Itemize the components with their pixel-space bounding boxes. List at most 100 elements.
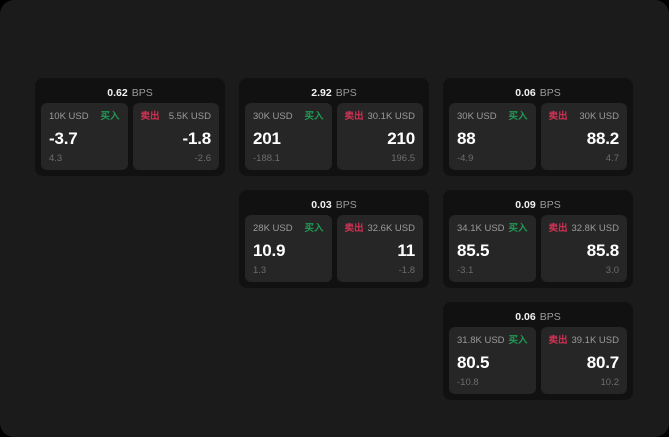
buy-action-label[interactable]: 买入: [304, 223, 324, 235]
quote-column-3: 0.06 BPS 30K USD 买入 88 -4.9 卖出: [443, 78, 633, 400]
sell-delta: 4.7: [605, 152, 619, 164]
bps-value: 0.06: [515, 87, 536, 100]
sell-side-panel[interactable]: 卖出 5.5K USD -1.8 -2.6: [132, 103, 219, 170]
bps-unit-label: BPS: [131, 87, 153, 100]
card-body: 28K USD 买入 10.9 1.3 卖出 32.6K USD 11 -1.8: [245, 215, 423, 282]
sell-side-panel[interactable]: 卖出 30K USD 88.2 4.7: [540, 103, 627, 170]
sell-price: 80.7: [586, 352, 619, 372]
sell-price: 85.8: [586, 240, 619, 260]
sell-action-label[interactable]: 卖出: [140, 111, 160, 123]
bps-value: 2.92: [311, 87, 332, 100]
buy-delta: 1.3: [253, 264, 267, 276]
sell-side-header: 卖出 39.1K USD: [549, 335, 620, 347]
card-body: 10K USD 买入 -3.7 4.3 卖出 5.5K USD -1.8 -2.…: [41, 103, 219, 170]
bps-value: 0.03: [311, 199, 332, 212]
sell-delta: 10.2: [600, 376, 620, 388]
buy-side-header: 10K USD 买入: [49, 111, 120, 123]
card-header: 0.06 BPS: [449, 308, 627, 327]
bps-unit-label: BPS: [335, 199, 357, 212]
quote-column-2: 2.92 BPS 30K USD 买入 201 -188.1 卖出: [239, 78, 429, 288]
quote-card[interactable]: 0.62 BPS 10K USD 买入 -3.7 4.3 卖出: [35, 78, 225, 176]
buy-action-label[interactable]: 买入: [508, 223, 528, 235]
sell-size-label: 5.5K USD: [168, 111, 211, 123]
sell-price: 210: [387, 128, 415, 148]
sell-side-header: 卖出 32.6K USD: [345, 223, 416, 235]
sell-price: 11: [397, 240, 415, 260]
buy-size-label: 30K USD: [457, 111, 497, 123]
buy-action-label[interactable]: 买入: [508, 111, 528, 123]
buy-side-panel[interactable]: 30K USD 买入 88 -4.9: [449, 103, 536, 170]
quote-card[interactable]: 2.92 BPS 30K USD 买入 201 -188.1 卖出: [239, 78, 429, 176]
quote-card-board: 0.62 BPS 10K USD 买入 -3.7 4.3 卖出: [35, 78, 634, 400]
sell-side-panel[interactable]: 卖出 30.1K USD 210 196.5: [336, 103, 423, 170]
buy-delta: -3.1: [457, 264, 474, 276]
buy-delta: -188.1: [253, 152, 280, 164]
buy-delta: -10.8: [457, 376, 479, 388]
buy-action-label[interactable]: 买入: [100, 111, 120, 123]
quote-card[interactable]: 0.06 BPS 30K USD 买入 88 -4.9 卖出: [443, 78, 633, 176]
buy-size-label: 28K USD: [253, 223, 293, 235]
sell-side-header: 卖出 5.5K USD: [141, 111, 212, 123]
buy-price: 10.9: [253, 240, 286, 260]
buy-side-header: 30K USD 买入: [253, 111, 324, 123]
buy-delta: -4.9: [457, 152, 474, 164]
sell-action-label[interactable]: 卖出: [548, 223, 568, 235]
bps-value: 0.06: [515, 311, 536, 324]
sell-price: 88.2: [586, 128, 619, 148]
buy-side-panel[interactable]: 31.8K USD 买入 80.5 -10.8: [449, 327, 536, 394]
card-header: 0.62 BPS: [41, 84, 219, 103]
card-header: 0.09 BPS: [449, 196, 627, 215]
buy-side-header: 30K USD 买入: [457, 111, 528, 123]
sell-action-label[interactable]: 卖出: [548, 111, 568, 123]
card-body: 34.1K USD 买入 85.5 -3.1 卖出 32.8K USD 85.8…: [449, 215, 627, 282]
sell-delta: -1.8: [398, 264, 415, 276]
card-body: 30K USD 买入 201 -188.1 卖出 30.1K USD 210 1…: [245, 103, 423, 170]
card-body: 31.8K USD 买入 80.5 -10.8 卖出 39.1K USD 80.…: [449, 327, 627, 394]
quote-card[interactable]: 0.06 BPS 31.8K USD 买入 80.5 -10.8 卖: [443, 302, 633, 400]
card-header: 0.03 BPS: [245, 196, 423, 215]
bps-unit-label: BPS: [539, 311, 561, 324]
card-body: 30K USD 买入 88 -4.9 卖出 30K USD 88.2 4.7: [449, 103, 627, 170]
buy-size-label: 10K USD: [49, 111, 89, 123]
buy-size-label: 34.1K USD: [457, 223, 505, 235]
buy-size-label: 31.8K USD: [457, 335, 505, 347]
sell-side-header: 卖出 32.8K USD: [549, 223, 620, 235]
card-header: 0.06 BPS: [449, 84, 627, 103]
sell-side-panel[interactable]: 卖出 32.6K USD 11 -1.8: [336, 215, 423, 282]
buy-side-panel[interactable]: 10K USD 买入 -3.7 4.3: [41, 103, 128, 170]
quote-card[interactable]: 0.03 BPS 28K USD 买入 10.9 1.3 卖出: [239, 190, 429, 288]
sell-size-label: 32.8K USD: [571, 223, 619, 235]
buy-price: 201: [253, 128, 281, 148]
sell-side-panel[interactable]: 卖出 39.1K USD 80.7 10.2: [540, 327, 627, 394]
sell-side-panel[interactable]: 卖出 32.8K USD 85.8 3.0: [540, 215, 627, 282]
card-header: 2.92 BPS: [245, 84, 423, 103]
buy-action-label[interactable]: 买入: [304, 111, 324, 123]
sell-delta: 196.5: [391, 152, 415, 164]
buy-side-panel[interactable]: 28K USD 买入 10.9 1.3: [245, 215, 332, 282]
bps-unit-label: BPS: [335, 87, 357, 100]
buy-size-label: 30K USD: [253, 111, 293, 123]
sell-action-label[interactable]: 卖出: [344, 223, 364, 235]
buy-side-panel[interactable]: 30K USD 买入 201 -188.1: [245, 103, 332, 170]
quote-card[interactable]: 0.09 BPS 34.1K USD 买入 85.5 -3.1 卖出: [443, 190, 633, 288]
sell-size-label: 30.1K USD: [367, 111, 415, 123]
buy-price: -3.7: [49, 128, 78, 148]
sell-price: -1.8: [182, 128, 212, 148]
buy-side-header: 34.1K USD 买入: [457, 223, 528, 235]
sell-size-label: 39.1K USD: [571, 335, 619, 347]
sell-action-label[interactable]: 卖出: [344, 111, 364, 123]
buy-price: 88: [457, 128, 476, 148]
buy-side-panel[interactable]: 34.1K USD 买入 85.5 -3.1: [449, 215, 536, 282]
sell-delta: -2.6: [194, 152, 211, 164]
sell-action-label[interactable]: 卖出: [548, 335, 568, 347]
sell-side-header: 卖出 30.1K USD: [345, 111, 416, 123]
buy-price: 85.5: [457, 240, 490, 260]
sell-size-label: 32.6K USD: [367, 223, 415, 235]
buy-price: 80.5: [457, 352, 490, 372]
bps-unit-label: BPS: [539, 87, 561, 100]
quote-column-1: 0.62 BPS 10K USD 买入 -3.7 4.3 卖出: [35, 78, 225, 176]
buy-side-header: 31.8K USD 买入: [457, 335, 528, 347]
bps-value: 0.09: [515, 199, 536, 212]
buy-action-label[interactable]: 买入: [508, 335, 528, 347]
